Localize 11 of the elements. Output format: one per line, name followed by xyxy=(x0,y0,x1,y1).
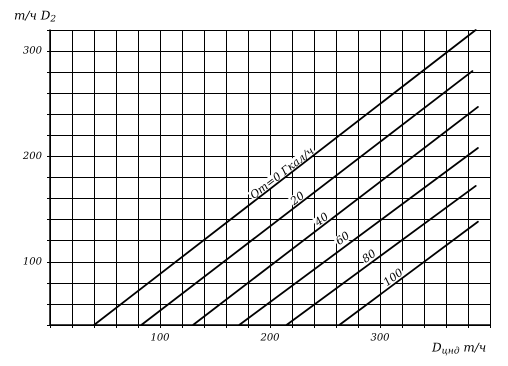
x-tick-label: 200 xyxy=(259,332,280,344)
y-tick-label: 100 xyxy=(22,256,43,268)
annotation: 60 xyxy=(333,229,352,248)
annotation: 40 xyxy=(311,210,332,230)
y-tick-label: 200 xyxy=(22,150,43,162)
x-tick-label: 300 xyxy=(370,332,390,344)
x-tick-label: 100 xyxy=(150,332,170,344)
annotation: 20 xyxy=(287,189,307,208)
annotation: 80 xyxy=(360,246,379,266)
y-tick-label: 300 xyxy=(22,46,43,57)
annotation: 100 xyxy=(380,266,406,289)
